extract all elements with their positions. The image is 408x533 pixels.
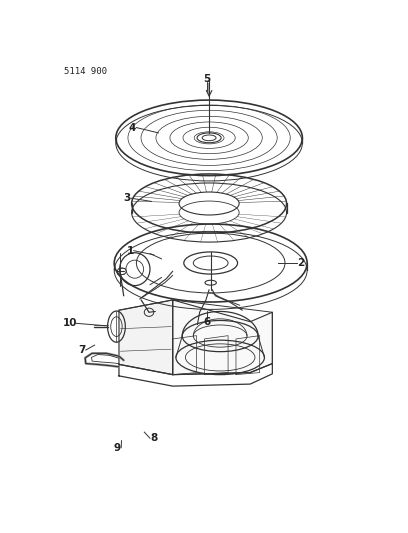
Text: 3: 3 bbox=[123, 193, 131, 203]
Text: 9: 9 bbox=[114, 443, 121, 453]
Text: 1: 1 bbox=[126, 246, 134, 256]
Text: 5: 5 bbox=[203, 74, 211, 84]
Text: 8: 8 bbox=[150, 433, 157, 443]
Text: 2: 2 bbox=[297, 259, 304, 269]
Text: 6: 6 bbox=[203, 317, 211, 327]
Text: 7: 7 bbox=[78, 345, 86, 355]
Polygon shape bbox=[119, 300, 173, 375]
Text: 10: 10 bbox=[63, 318, 77, 328]
Text: 4: 4 bbox=[129, 123, 136, 133]
Polygon shape bbox=[173, 300, 273, 375]
Text: 5114 900: 5114 900 bbox=[64, 67, 106, 76]
